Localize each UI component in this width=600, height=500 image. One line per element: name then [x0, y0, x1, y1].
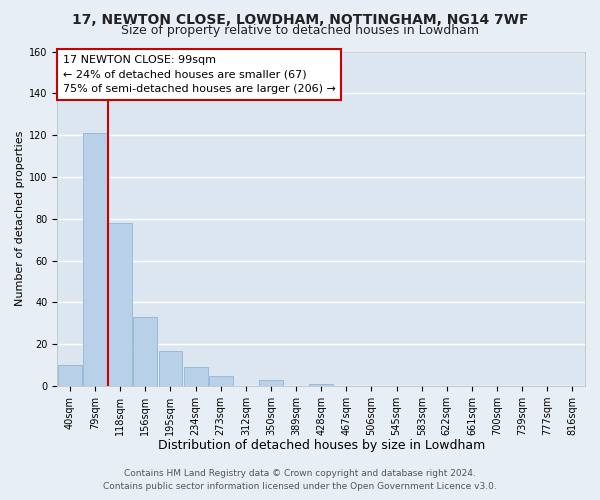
Bar	[158, 350, 182, 386]
Bar	[133, 317, 157, 386]
Text: 17 NEWTON CLOSE: 99sqm
← 24% of detached houses are smaller (67)
75% of semi-det: 17 NEWTON CLOSE: 99sqm ← 24% of detached…	[62, 55, 335, 94]
Text: Contains HM Land Registry data © Crown copyright and database right 2024.
Contai: Contains HM Land Registry data © Crown c…	[103, 470, 497, 491]
Text: 17, NEWTON CLOSE, LOWDHAM, NOTTINGHAM, NG14 7WF: 17, NEWTON CLOSE, LOWDHAM, NOTTINGHAM, N…	[72, 12, 528, 26]
Text: Size of property relative to detached houses in Lowdham: Size of property relative to detached ho…	[121, 24, 479, 37]
Bar	[58, 365, 82, 386]
Y-axis label: Number of detached properties: Number of detached properties	[15, 131, 25, 306]
Bar	[209, 376, 233, 386]
Bar	[108, 223, 132, 386]
Bar	[259, 380, 283, 386]
Bar	[83, 133, 107, 386]
Bar	[184, 368, 208, 386]
Bar	[309, 384, 333, 386]
X-axis label: Distribution of detached houses by size in Lowdham: Distribution of detached houses by size …	[158, 440, 485, 452]
